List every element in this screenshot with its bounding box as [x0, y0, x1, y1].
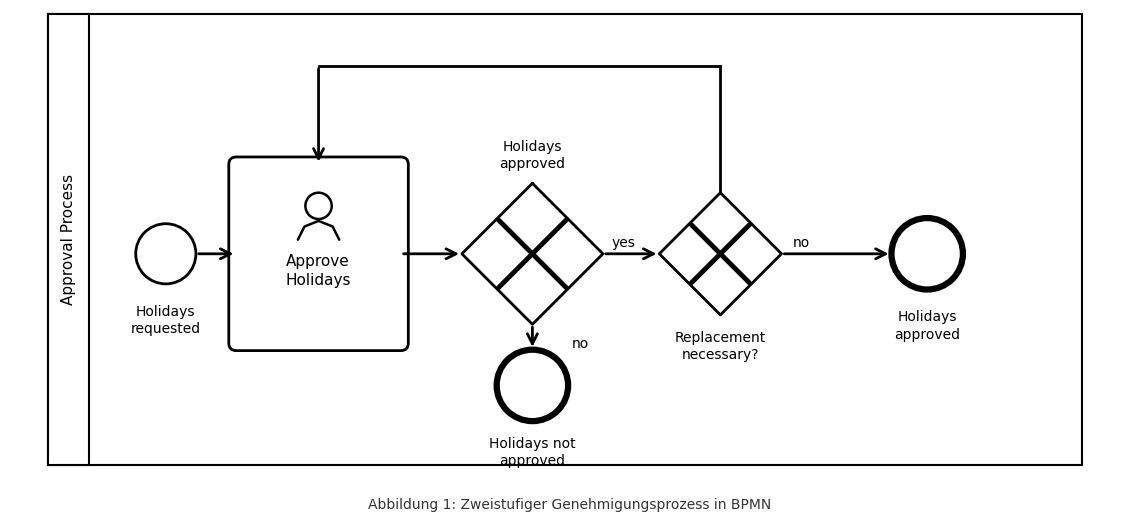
Text: Approval Process: Approval Process [62, 174, 76, 305]
Text: Holidays
requested: Holidays requested [131, 305, 201, 336]
Text: yes: yes [611, 236, 635, 250]
FancyBboxPatch shape [229, 157, 408, 351]
Text: Replacement
necessary?: Replacement necessary? [675, 331, 766, 362]
Bar [48, 14, 89, 465]
Text: no: no [572, 337, 589, 351]
Text: Abbildung 1: Zweistufiger Genehmigungsprozess in BPMN: Abbildung 1: Zweistufiger Genehmigungspr… [368, 498, 772, 512]
Text: no: no [792, 236, 811, 250]
Text: Approve
Holidays: Approve Holidays [285, 254, 351, 287]
Text: Holidays
approved: Holidays approved [499, 140, 565, 171]
Text: Holidays
approved: Holidays approved [894, 310, 960, 342]
Text: Holidays not
approved: Holidays not approved [489, 437, 576, 468]
